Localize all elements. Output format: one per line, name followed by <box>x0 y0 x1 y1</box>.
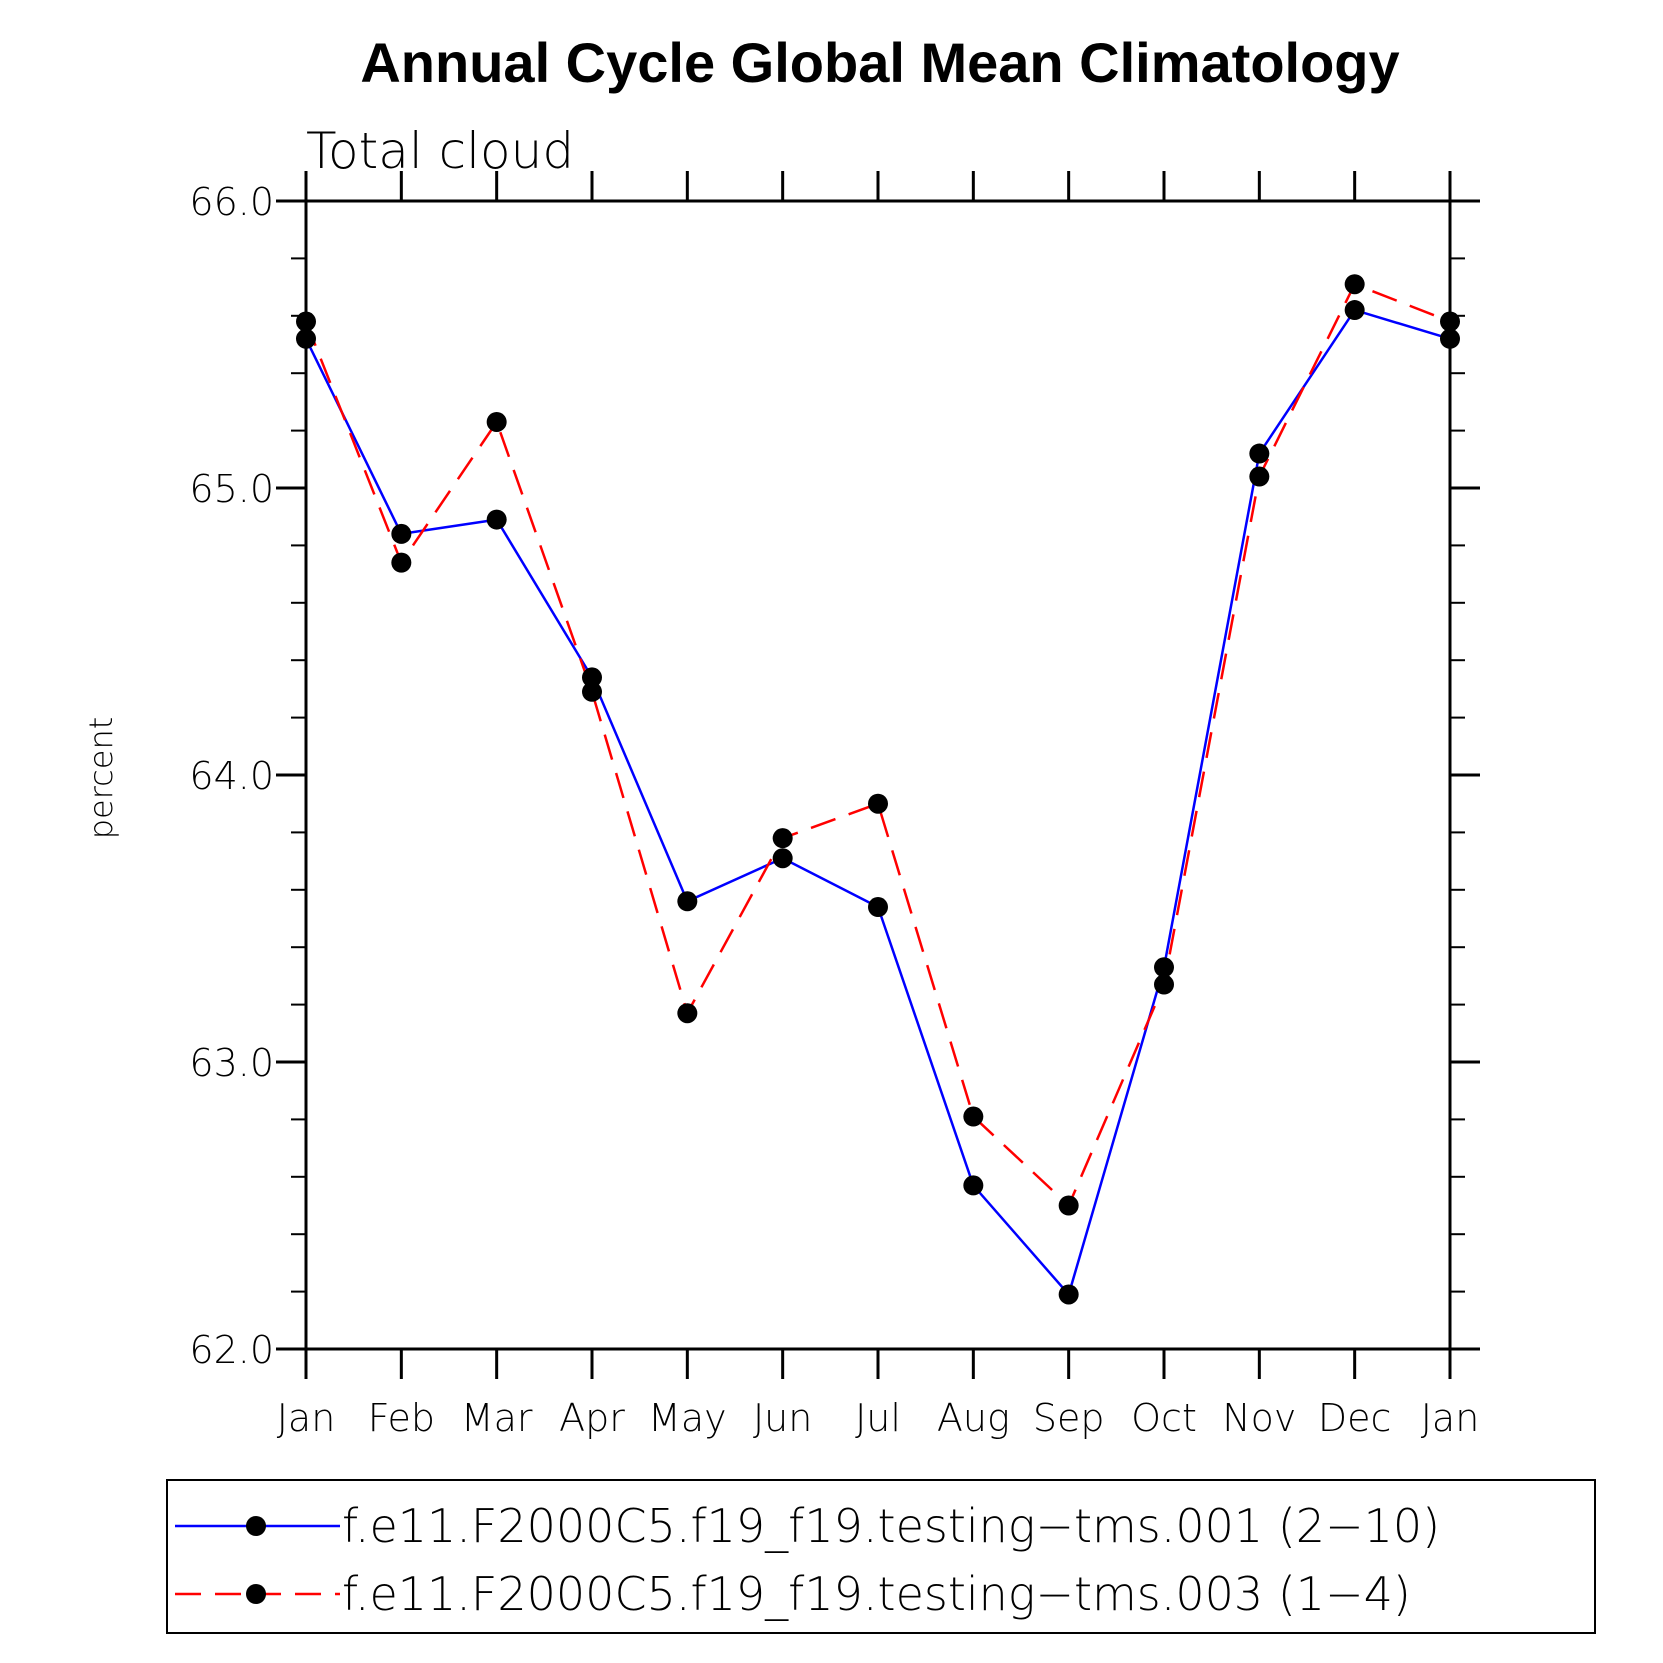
legend-box <box>166 1479 1596 1634</box>
data-point <box>1344 274 1365 295</box>
x-tick-label: Oct <box>1131 1396 1197 1440</box>
x-tick-label: Jun <box>753 1396 812 1440</box>
legend: f.e11.F2000C5.f19_f19.testing−tms.001 (2… <box>166 1479 1596 1634</box>
data-point <box>963 1106 984 1127</box>
data-point <box>1249 443 1270 464</box>
x-tick-label: Sep <box>1033 1396 1105 1440</box>
legend-label-1: f.e11.F2000C5.f19_f19.testing−tms.001 (2… <box>342 1499 1440 1553</box>
data-point <box>296 311 316 332</box>
series-layer <box>296 274 1460 1305</box>
data-point <box>391 523 412 544</box>
x-tick-label: Dec <box>1318 1396 1392 1440</box>
legend-label-2: f.e11.F2000C5.f19_f19.testing−tms.003 (1… <box>342 1567 1411 1621</box>
x-tick-label: Nov <box>1222 1396 1296 1440</box>
data-point <box>1058 1284 1079 1305</box>
plot-frame <box>304 199 1452 1351</box>
data-point <box>868 897 888 918</box>
data-point <box>963 1175 984 1196</box>
data-point <box>1154 974 1174 995</box>
plot-border <box>304 199 1452 1351</box>
series-2 <box>304 282 1451 1208</box>
x-tick-label: Jul <box>855 1396 901 1440</box>
x-tick-label: Apr <box>559 1396 625 1440</box>
series-line <box>304 282 1451 1208</box>
series-1-markers <box>296 300 1460 1305</box>
x-tick-label: Mar <box>461 1396 533 1440</box>
data-point <box>1440 311 1460 332</box>
data-point <box>1344 300 1365 321</box>
x-tick-label: Jan <box>1421 1396 1480 1440</box>
series-2-markers <box>296 274 1460 1216</box>
data-point <box>1249 466 1270 487</box>
chart-title: Annual Cycle Global Mean Climatology <box>360 31 1399 94</box>
legend-marker-2 <box>246 1584 266 1604</box>
y-tick-label: 63.0 <box>189 1041 274 1085</box>
y-tick-label: 65.0 <box>189 467 274 511</box>
data-point <box>486 509 507 530</box>
data-point <box>582 681 602 702</box>
x-tick-label: May <box>648 1396 727 1440</box>
data-point <box>677 891 698 912</box>
legend-marker-1 <box>246 1516 266 1536</box>
y-axis-label: percent <box>82 717 120 840</box>
data-point <box>296 328 316 349</box>
y-axis-ticks: 62.0 63.0 64.0 65.0 66.0 <box>189 180 1480 1372</box>
x-tick-label: Jan <box>277 1396 336 1440</box>
data-point <box>772 828 793 849</box>
y-tick-label: 64.0 <box>189 754 274 798</box>
x-tick-label: Aug <box>937 1396 1010 1440</box>
data-point <box>486 411 507 432</box>
chart-subtitle: Total cloud <box>306 122 574 180</box>
data-point <box>868 793 888 814</box>
y-tick-label: 62.0 <box>189 1328 274 1372</box>
y-tick-label: 66.0 <box>189 180 274 224</box>
x-tick-label: Feb <box>368 1396 435 1440</box>
data-point <box>677 1003 698 1024</box>
data-point <box>772 848 793 869</box>
x-axis-ticks: Jan Feb Mar Apr May Jun Jul Aug Sep Oct Nov Dec Jan <box>277 171 1480 1440</box>
data-point <box>582 667 602 688</box>
data-point <box>1058 1195 1079 1216</box>
data-point <box>1440 328 1460 349</box>
data-point <box>1154 957 1174 978</box>
data-point <box>391 552 412 573</box>
